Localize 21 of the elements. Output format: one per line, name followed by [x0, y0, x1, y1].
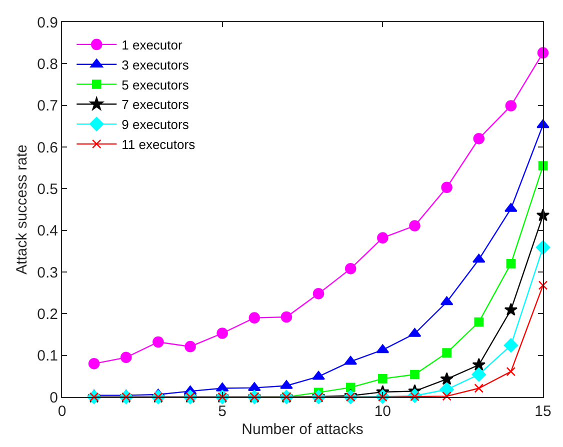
- y-tick-label: 0.7: [37, 98, 58, 115]
- y-tick-label: 0.2: [37, 306, 58, 323]
- y-tick-label: 0.4: [37, 222, 58, 240]
- y-tick-label: 0.5: [37, 180, 58, 198]
- legend-label: 1 executor: [122, 38, 183, 53]
- x-axis-title: Number of attacks: [242, 421, 364, 438]
- x-tick-label: 10: [374, 403, 392, 420]
- y-tick-label: 0.9: [37, 14, 58, 32]
- legend-label: 9 executors: [122, 117, 190, 132]
- legend-label: 3 executors: [122, 57, 190, 72]
- x-tick-label: 5: [218, 403, 226, 420]
- legend-label: 5 executors: [122, 77, 190, 92]
- y-tick-label: 0.8: [37, 56, 58, 73]
- legend-label: 7 executors: [122, 97, 190, 112]
- y-tick-label: 0.1: [37, 348, 58, 365]
- legend-label: 11 executors: [122, 137, 196, 152]
- y-axis-title: Attack success rate: [13, 144, 30, 275]
- y-tick-label: 0: [50, 389, 58, 406]
- y-tick-label: 0.3: [37, 264, 58, 282]
- y-tick-label: 0.6: [37, 139, 58, 156]
- x-tick-label: 15: [534, 403, 552, 420]
